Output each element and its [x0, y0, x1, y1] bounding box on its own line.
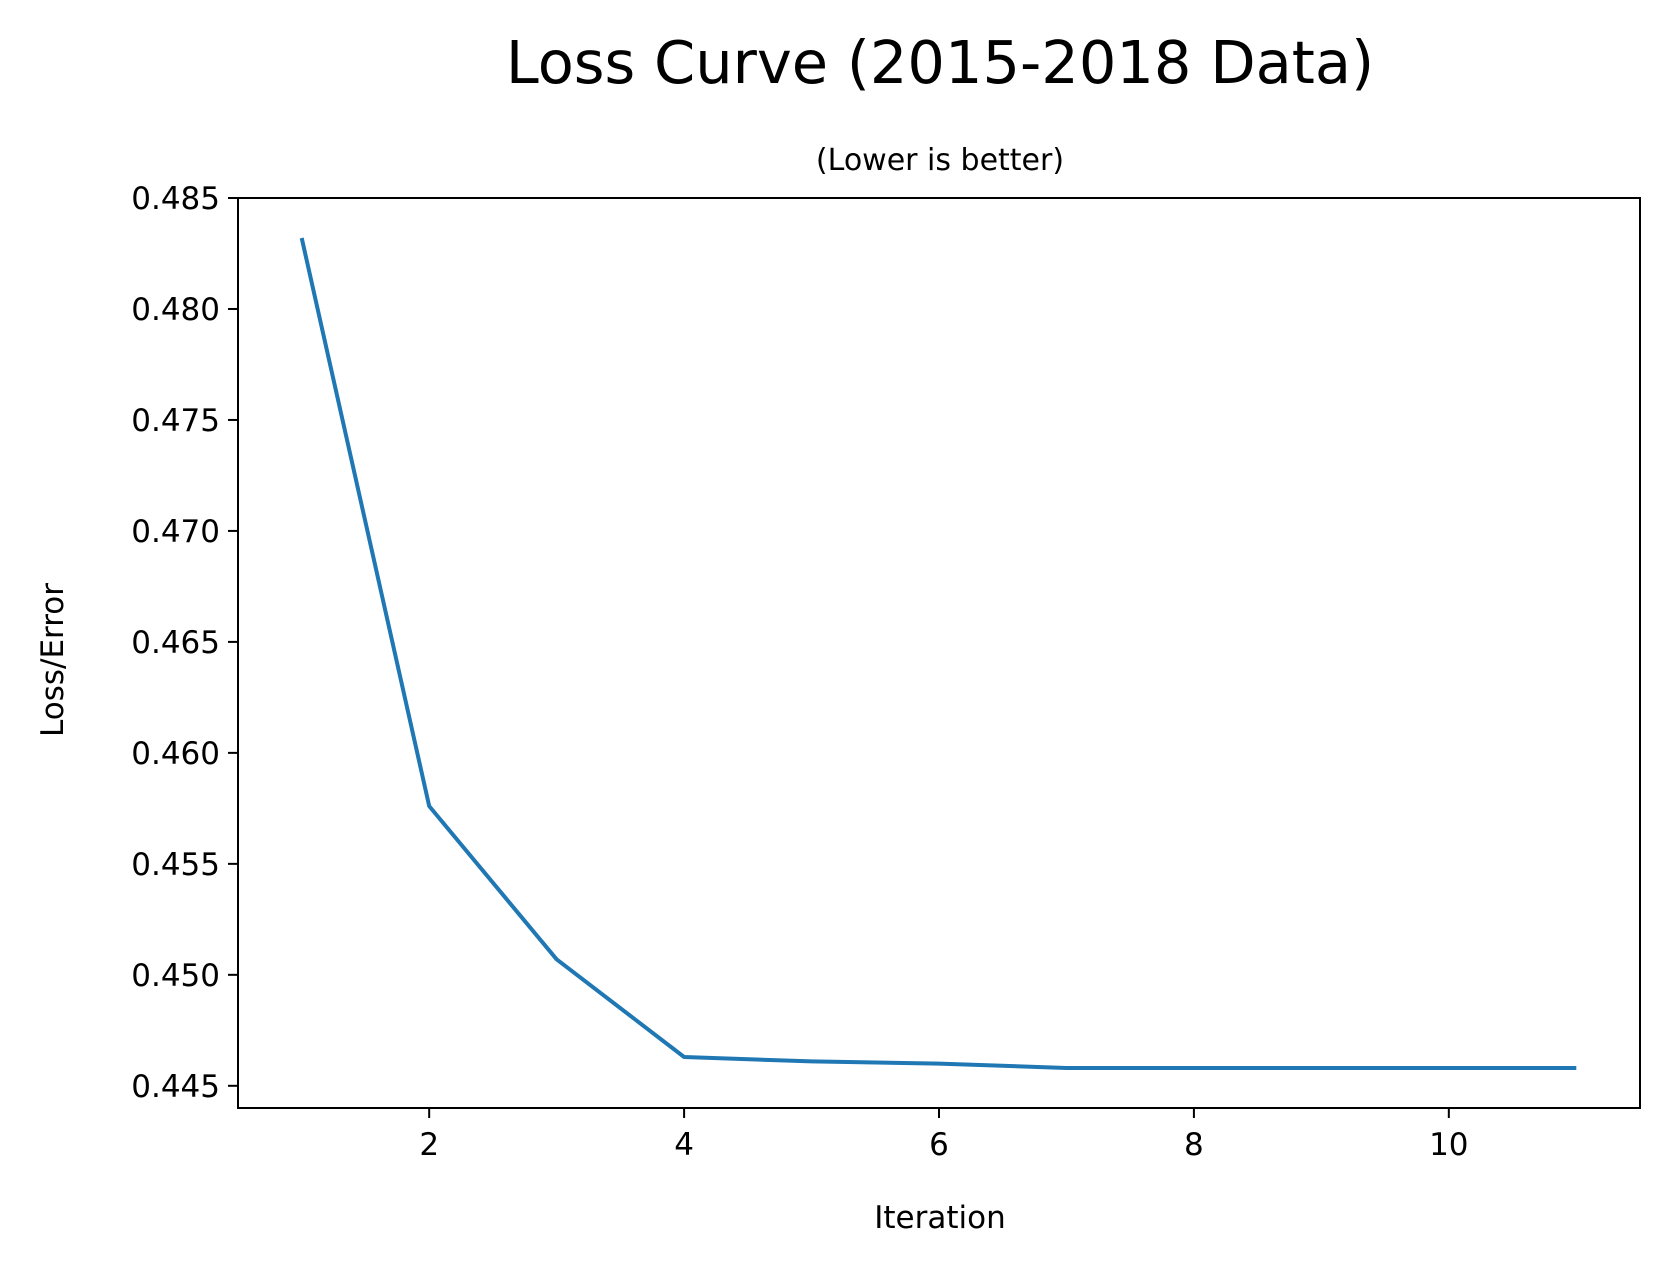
x-tick-label: 10 — [1429, 1127, 1468, 1163]
y-axis-label: Loss/Error — [35, 583, 71, 737]
y-tick-label: 0.450 — [131, 958, 220, 994]
x-tick-label: 2 — [419, 1127, 439, 1163]
chart-subtitle: (Lower is better) — [816, 143, 1064, 178]
y-tick-label: 0.480 — [131, 292, 220, 328]
x-axis-label: Iteration — [874, 1200, 1006, 1236]
y-tick-label: 0.465 — [131, 625, 220, 661]
loss-series-line — [299, 237, 1577, 1070]
y-tick-label: 0.460 — [131, 736, 220, 772]
x-tick-label: 8 — [1184, 1127, 1204, 1163]
plot-area-frame — [237, 197, 1641, 1109]
x-tick-label: 4 — [674, 1127, 694, 1163]
y-tick-label: 0.475 — [131, 403, 220, 439]
chart-title: Loss Curve (2015-2018 Data) — [506, 28, 1374, 97]
x-tick-label: 6 — [929, 1127, 949, 1163]
y-tick-label: 0.470 — [131, 514, 220, 550]
y-tick-label: 0.455 — [131, 847, 220, 883]
y-tick-label: 0.445 — [131, 1069, 220, 1105]
y-axis-ticks: 0.445 0.450 0.455 0.460 0.465 0.470 0.475 0.480… — [131, 181, 238, 1105]
x-axis-ticks: 2 4 6 8 10 — [419, 1108, 1469, 1163]
y-tick-label: 0.485 — [131, 181, 220, 217]
